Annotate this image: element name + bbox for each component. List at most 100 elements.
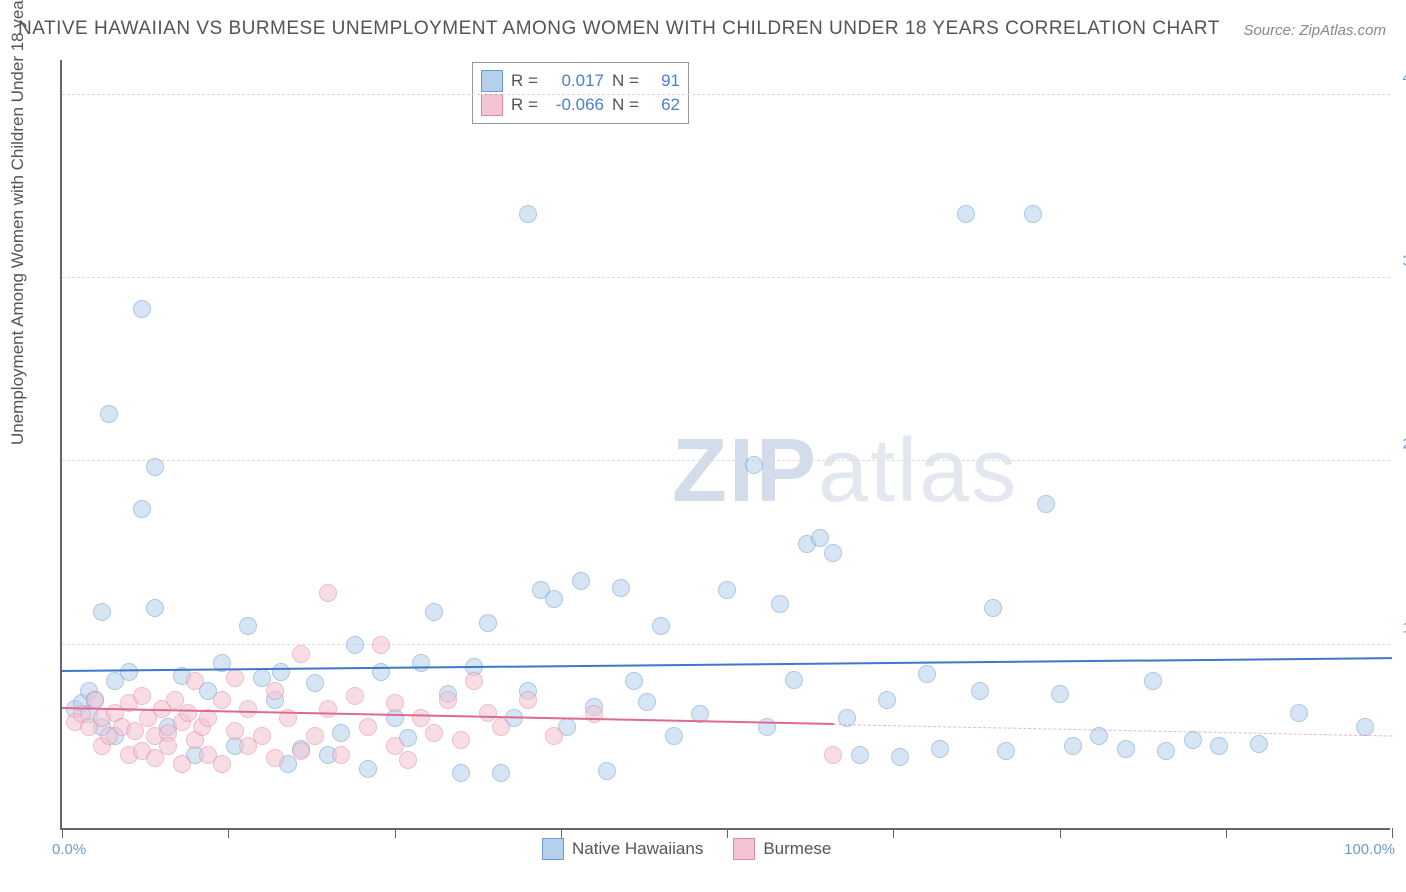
data-point — [319, 584, 337, 602]
stat-r-value: 0.017 — [549, 71, 604, 91]
watermark-atlas: atlas — [818, 421, 1018, 521]
data-point — [971, 682, 989, 700]
data-point — [425, 724, 443, 742]
data-point — [612, 579, 630, 597]
stat-r-label: R = — [511, 95, 541, 115]
data-point — [452, 731, 470, 749]
data-point — [625, 672, 643, 690]
legend-label: Native Hawaiians — [572, 839, 703, 859]
y-tick-label: 30.0% — [1402, 253, 1406, 270]
y-axis-label: Unemployment Among Women with Children U… — [8, 0, 28, 445]
data-point — [598, 762, 616, 780]
data-point — [425, 603, 443, 621]
data-point — [492, 718, 510, 736]
data-point — [100, 405, 118, 423]
stats-row: R =0.017N =91 — [481, 70, 680, 92]
data-point — [1250, 735, 1268, 753]
data-point — [1157, 742, 1175, 760]
legend: Native Hawaiians Burmese — [542, 838, 831, 860]
data-point — [412, 709, 430, 727]
legend-item: Native Hawaiians — [542, 838, 703, 860]
data-point — [585, 705, 603, 723]
x-tick — [1060, 828, 1061, 838]
data-point — [931, 740, 949, 758]
data-point — [266, 682, 284, 700]
data-point — [1144, 672, 1162, 690]
data-point — [319, 700, 337, 718]
stats-row: R =-0.066N =62 — [481, 94, 680, 116]
data-point — [146, 599, 164, 617]
data-point — [306, 674, 324, 692]
data-point — [386, 694, 404, 712]
data-point — [519, 205, 537, 223]
watermark-zip: ZIP — [672, 421, 818, 521]
data-point — [997, 742, 1015, 760]
stat-n-value: 91 — [650, 71, 680, 91]
plot-area: ZIPatlas R =0.017N =91R =-0.066N =62 0.0… — [60, 60, 1390, 830]
legend-swatch — [542, 838, 564, 860]
trend-line — [62, 657, 1392, 672]
data-point — [179, 704, 197, 722]
data-point — [213, 691, 231, 709]
data-point — [120, 663, 138, 681]
data-point — [386, 737, 404, 755]
gridline-h — [62, 94, 1390, 95]
data-point — [785, 671, 803, 689]
y-tick-label: 20.0% — [1402, 436, 1406, 453]
data-point — [346, 687, 364, 705]
data-point — [479, 614, 497, 632]
x-tick — [893, 828, 894, 838]
data-point — [332, 724, 350, 742]
data-point — [545, 590, 563, 608]
watermark: ZIPatlas — [672, 420, 1018, 523]
gridline-h — [62, 277, 1390, 278]
data-point — [918, 665, 936, 683]
source-credit: Source: ZipAtlas.com — [1243, 22, 1386, 39]
data-point — [638, 693, 656, 711]
data-point — [1051, 685, 1069, 703]
data-point — [359, 718, 377, 736]
stat-r-value: -0.066 — [549, 95, 604, 115]
data-point — [891, 748, 909, 766]
data-point — [292, 645, 310, 663]
data-point — [253, 727, 271, 745]
data-point — [239, 700, 257, 718]
data-point — [771, 595, 789, 613]
chart-title: NATIVE HAWAIIAN VS BURMESE UNEMPLOYMENT … — [18, 18, 1220, 40]
data-point — [824, 544, 842, 562]
data-point — [652, 617, 670, 635]
data-point — [519, 691, 537, 709]
data-point — [878, 691, 896, 709]
data-point — [957, 205, 975, 223]
x-axis-min-label: 0.0% — [52, 841, 86, 858]
data-point — [159, 737, 177, 755]
stat-n-label: N = — [612, 95, 642, 115]
data-point — [93, 603, 111, 621]
data-point — [146, 458, 164, 476]
data-point — [1210, 737, 1228, 755]
data-point — [1184, 731, 1202, 749]
data-point — [1037, 495, 1055, 513]
data-point — [465, 672, 483, 690]
data-point — [213, 755, 231, 773]
data-point — [452, 764, 470, 782]
gridline-h — [62, 460, 1390, 461]
x-tick — [561, 828, 562, 838]
legend-label: Burmese — [763, 839, 831, 859]
data-point — [266, 749, 284, 767]
data-point — [1117, 740, 1135, 758]
x-tick — [1226, 828, 1227, 838]
data-point — [851, 746, 869, 764]
data-point — [1290, 704, 1308, 722]
y-tick-label: 10.0% — [1402, 619, 1406, 636]
gridline-h — [62, 644, 1390, 645]
legend-item: Burmese — [733, 838, 831, 860]
data-point — [665, 727, 683, 745]
trend-line-dashed — [833, 724, 1392, 737]
data-point — [824, 746, 842, 764]
data-point — [346, 636, 364, 654]
x-axis-max-label: 100.0% — [1344, 841, 1395, 858]
data-point — [226, 669, 244, 687]
data-point — [984, 599, 1002, 617]
data-point — [412, 654, 430, 672]
